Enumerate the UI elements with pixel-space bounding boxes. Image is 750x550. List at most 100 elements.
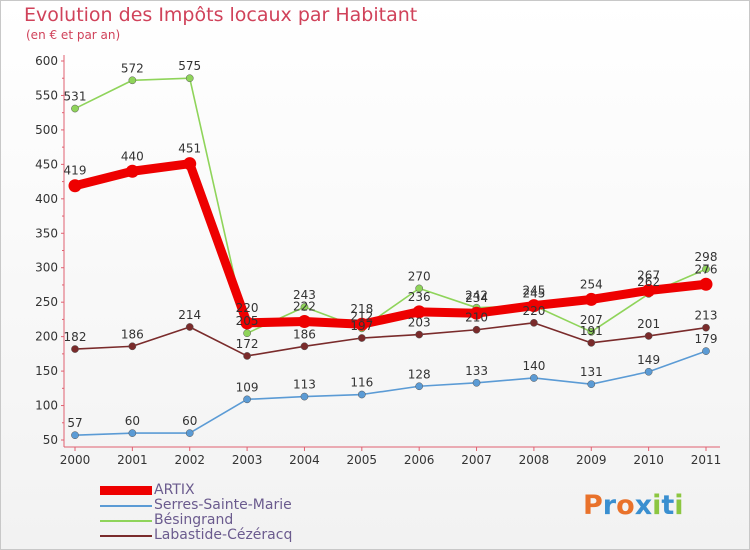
legend-swatch-besingrand [100, 520, 152, 522]
series-line-serres-sainte-marie [74, 350, 707, 436]
y-tick-label: 50 [43, 433, 58, 447]
data-point-artix [642, 283, 656, 297]
data-label-labastide-cezeracq: 172 [236, 337, 259, 351]
chart-subtitle: (en € et par an) [26, 28, 121, 42]
data-point-besingrand [185, 74, 194, 83]
y-tick-label: 350 [35, 226, 58, 240]
y-tick-label: 500 [35, 123, 58, 137]
x-tick-label: 2001 [117, 453, 148, 467]
data-point-artix [527, 299, 541, 313]
data-label-labastide-cezeracq: 201 [637, 317, 660, 331]
data-label-serres-sainte-marie: 113 [293, 378, 316, 392]
data-point-labastide-cezeracq [128, 342, 137, 351]
data-point-labastide-cezeracq [415, 330, 424, 339]
data-point-serres-sainte-marie [415, 382, 424, 391]
legend-swatch-artix [100, 486, 152, 495]
data-label-artix: 419 [64, 164, 87, 178]
data-label-artix: 267 [637, 268, 660, 282]
data-label-labastide-cezeracq: 213 [695, 309, 718, 323]
data-point-serres-sainte-marie [71, 431, 79, 440]
data-point-serres-sainte-marie [587, 380, 596, 389]
legend-label-labastide-cezeracq: Labastide-Cézéracq [154, 527, 293, 543]
data-point-besingrand [415, 284, 424, 293]
data-label-besingrand: 575 [178, 59, 201, 73]
data-point-serres-sainte-marie [300, 392, 309, 401]
data-label-labastide-cezeracq: 203 [408, 316, 431, 330]
legend-label-artix: ARTIX [154, 482, 195, 498]
data-point-artix [584, 292, 598, 306]
x-tick-label: 2011 [691, 453, 722, 467]
legend-swatch-serres-sainte-marie [100, 505, 152, 507]
data-label-besingrand: 245 [522, 287, 545, 301]
y-tick-label: 150 [35, 364, 58, 378]
y-tick-label: 600 [35, 54, 58, 68]
data-label-besingrand: 270 [408, 269, 431, 283]
data-point-labastide-cezeracq [357, 334, 366, 342]
data-label-artix: 220 [236, 301, 259, 315]
data-point-serres-sainte-marie [530, 374, 538, 382]
data-point-serres-sainte-marie [243, 395, 251, 404]
data-point-besingrand [300, 303, 309, 311]
data-point-serres-sainte-marie [357, 390, 366, 399]
data-label-labastide-cezeracq: 182 [64, 330, 87, 344]
series-line-besingrand [74, 77, 707, 334]
data-label-serres-sainte-marie: 179 [695, 332, 718, 346]
data-label-labastide-cezeracq: 210 [465, 311, 488, 325]
x-tick-label: 2002 [174, 453, 205, 467]
data-point-labastide-cezeracq [587, 338, 596, 347]
data-label-besingrand: 572 [121, 61, 144, 75]
logo-letter: i [652, 490, 662, 521]
x-tick-label: 2009 [576, 453, 607, 467]
data-point-artix [412, 305, 426, 319]
y-tick-label: 550 [35, 88, 58, 102]
data-label-artix: 440 [121, 149, 144, 163]
data-point-serres-sainte-marie [702, 347, 710, 355]
logo-letter: o [616, 490, 635, 521]
proxiti-logo: Proxiti [583, 490, 684, 521]
legend-item-serres-sainte-marie: Serres-Sainte-Marie [100, 497, 360, 514]
data-point-artix [125, 164, 139, 178]
data-label-artix: 451 [178, 142, 201, 156]
data-label-labastide-cezeracq: 197 [350, 319, 373, 333]
data-label-serres-sainte-marie: 149 [637, 353, 660, 367]
data-label-serres-sainte-marie: 140 [522, 359, 545, 373]
legend-label-serres-sainte-marie: Serres-Sainte-Marie [154, 497, 292, 513]
data-point-besingrand [128, 76, 137, 85]
data-label-serres-sainte-marie: 116 [350, 376, 373, 390]
data-point-labastide-cezeracq [300, 342, 309, 351]
data-label-artix: 218 [350, 302, 373, 316]
data-point-labastide-cezeracq [185, 323, 194, 331]
series-line-artix [70, 159, 711, 329]
data-label-artix: 236 [408, 290, 431, 304]
data-label-labastide-cezeracq: 220 [522, 304, 545, 318]
data-point-besingrand [243, 329, 251, 338]
data-label-artix: 222 [293, 299, 316, 313]
y-tick-label: 400 [35, 192, 58, 206]
data-label-besingrand: 205 [236, 314, 259, 328]
data-label-serres-sainte-marie: 60 [125, 414, 140, 428]
data-label-besingrand: 207 [580, 313, 603, 327]
data-point-artix [297, 314, 311, 328]
data-point-artix [240, 316, 254, 330]
data-label-serres-sainte-marie: 57 [67, 416, 82, 430]
data-point-serres-sainte-marie [185, 429, 194, 437]
logo-letter: r [602, 490, 617, 521]
data-point-serres-sainte-marie [644, 367, 653, 376]
data-point-artix [355, 317, 369, 331]
y-tick-label: 300 [35, 261, 58, 275]
x-tick-label: 2003 [232, 453, 263, 467]
data-label-artix: 276 [695, 262, 718, 276]
data-point-artix [699, 277, 713, 291]
legend-swatch-labastide-cezeracq [100, 535, 152, 537]
legend: ARTIX Serres-Sainte-Marie Bésingrand Lab… [100, 482, 360, 544]
data-label-besingrand: 243 [293, 288, 316, 302]
data-point-labastide-cezeracq [530, 319, 538, 327]
data-label-serres-sainte-marie: 128 [408, 367, 431, 381]
data-point-serres-sainte-marie [472, 378, 481, 387]
data-point-artix [183, 157, 197, 171]
series-layer [68, 74, 713, 440]
data-label-labastide-cezeracq: 191 [580, 324, 603, 338]
x-tick-label: 2007 [461, 453, 492, 467]
